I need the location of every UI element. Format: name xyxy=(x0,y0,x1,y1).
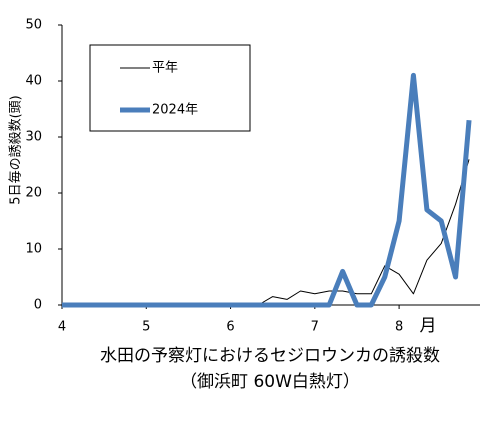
y-tick-label: 40 xyxy=(25,74,42,89)
chart-subtitle: （御浜町 60W白熱灯） xyxy=(180,372,360,392)
series-line xyxy=(62,159,470,306)
x-tick-label: 6 xyxy=(226,320,234,335)
y-tick-label: 50 xyxy=(25,18,42,33)
x-tick-label: 4 xyxy=(58,320,66,335)
legend-box xyxy=(89,44,251,132)
y-tick-label: 20 xyxy=(25,186,42,201)
chart-title: 水田の予察灯におけるセジロウンカの誘殺数 xyxy=(100,346,440,366)
x-tick-label: 8 xyxy=(395,320,403,335)
y-tick-label: 30 xyxy=(25,130,42,145)
series-line xyxy=(62,72,472,308)
x-unit: 月 xyxy=(420,316,437,336)
y-tick-label: 0 xyxy=(34,298,42,313)
x-tick-label: 5 xyxy=(142,320,150,335)
x-tick-label: 7 xyxy=(311,320,319,335)
y-axis-label: 5日毎の誘殺数(頭) xyxy=(8,95,24,204)
legend-label: 平年 xyxy=(152,61,178,76)
legend-label: 2024年 xyxy=(152,103,198,118)
y-tick-label: 10 xyxy=(25,242,42,257)
